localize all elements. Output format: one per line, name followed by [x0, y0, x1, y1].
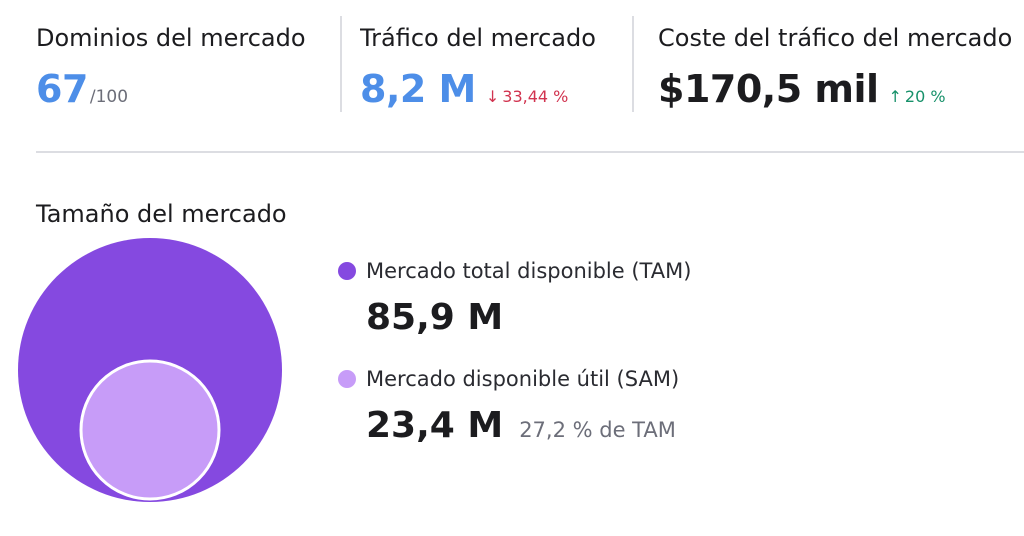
legend-item-tam: Mercado total disponible (TAM) 85,9 M [338, 252, 1018, 360]
legend-item-sam: Mercado disponible útil (SAM) 23,4 M 27,… [338, 360, 1018, 468]
delta-value: 20 % [904, 87, 946, 106]
metric-market-traffic: Tráfico del mercado 8,2 M ↓ 33,44 % [360, 18, 625, 113]
sam-bubble [79, 359, 221, 501]
metrics-row: Dominios del mercado 67 /100 Tráfico del… [0, 0, 1024, 150]
market-size-legend: Mercado total disponible (TAM) 85,9 M Me… [338, 252, 1018, 468]
metric-divider [340, 16, 342, 112]
metric-value: $170,5 mil [658, 67, 879, 111]
metric-value: 8,2 M [360, 67, 476, 111]
market-size-bubbles [18, 238, 282, 502]
metric-traffic-cost: Coste del tráfico del mercado $170,5 mil… [658, 18, 1020, 113]
delta-badge: ↓ 33,44 % [486, 87, 569, 106]
metric-suffix: /100 [89, 87, 129, 107]
delta-value: 33,44 % [502, 87, 569, 106]
metric-market-domains: Dominios del mercado 67 /100 [36, 18, 336, 113]
arrow-up-icon: ↑ [888, 87, 902, 106]
metric-label: Dominios del mercado [36, 24, 306, 52]
metric-divider [632, 16, 634, 112]
section-divider [36, 151, 1024, 153]
tam-dot-icon [338, 262, 356, 280]
metric-label: Coste del tráfico del mercado [658, 24, 1013, 52]
metric-label: Tráfico del mercado [360, 24, 596, 52]
sam-dot-icon [338, 370, 356, 388]
legend-value: 85,9 M [366, 297, 504, 338]
metric-value: 67 [36, 67, 88, 111]
arrow-down-icon: ↓ [485, 87, 500, 106]
section-title: Tamaño del mercado [36, 200, 287, 228]
delta-badge: ↑ 20 % [889, 87, 946, 106]
legend-label: Mercado disponible útil (SAM) [366, 367, 680, 391]
legend-value: 23,4 M [366, 405, 504, 446]
legend-label: Mercado total disponible (TAM) [366, 259, 692, 283]
legend-note: 27,2 % de TAM [519, 418, 676, 442]
